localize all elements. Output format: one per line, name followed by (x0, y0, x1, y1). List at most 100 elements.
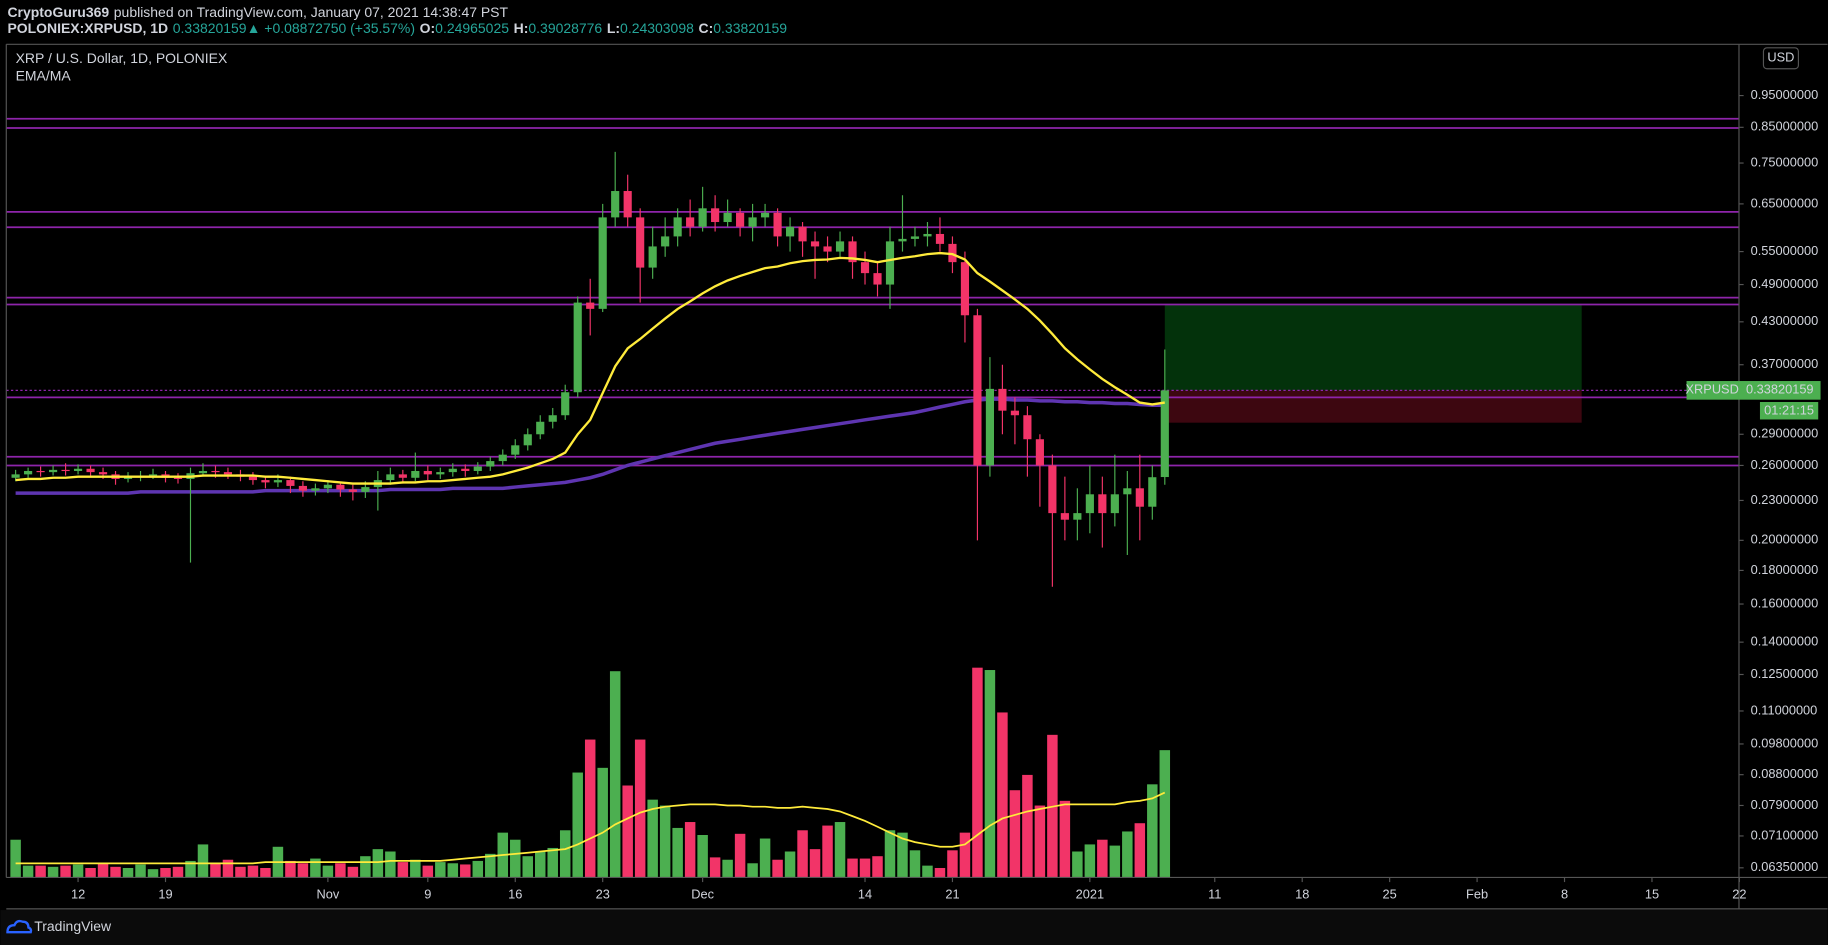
y-tick-label: 0.55000000 (1751, 243, 1819, 258)
y-tick-label: 0.07900000 (1751, 797, 1819, 812)
x-tick-label: 23 (596, 886, 610, 901)
candle-body (273, 480, 283, 483)
candle-body (1035, 439, 1044, 466)
candle-body (1010, 410, 1019, 416)
volume-bar (697, 834, 708, 878)
x-tick-label: 15 (1645, 886, 1659, 901)
candle-body (586, 302, 595, 309)
candle-body (73, 468, 83, 471)
volume-bar (460, 864, 471, 878)
volume-bar (310, 858, 321, 878)
candle-body (1060, 513, 1069, 520)
ema-line (15, 251, 1165, 485)
volume-bar (522, 856, 533, 878)
open-value: 0.24965025 (435, 20, 509, 36)
volume-bar (634, 739, 646, 878)
volume-bar (72, 864, 84, 878)
volume-bar (659, 805, 671, 878)
candle-body (348, 489, 357, 492)
volume-bar (1147, 784, 1158, 878)
candle-body (1073, 513, 1082, 520)
candle-body (960, 262, 970, 316)
y-tick-label: 0.16000000 (1751, 595, 1819, 610)
volume-bar (260, 867, 271, 878)
candle-body (810, 241, 820, 247)
volume-bar (1034, 805, 1046, 878)
volume-bar (60, 865, 71, 878)
volume-bar (372, 849, 384, 878)
volume-bar (22, 865, 34, 878)
candle-body (511, 445, 520, 455)
candle-body (835, 241, 845, 252)
volume-bar (584, 739, 596, 878)
candle-body (1110, 494, 1119, 514)
candle-body (761, 212, 770, 218)
volume-bar (909, 850, 921, 878)
volume-bar (147, 869, 159, 878)
volume-bar (797, 830, 808, 878)
volume-bar (1009, 790, 1021, 878)
candle-body (636, 217, 645, 268)
volume-bar (347, 866, 359, 878)
volume-bar (834, 822, 846, 878)
candle-body (536, 421, 545, 435)
y-tick-label: 0.65000000 (1751, 195, 1819, 210)
price-tag (1738, 381, 1821, 400)
candle-body (698, 208, 707, 227)
volume-bar (984, 670, 996, 878)
volume-bar (559, 830, 571, 878)
candle-body (848, 241, 857, 263)
volume-bar (397, 862, 409, 878)
x-tick-label: Dec (691, 886, 714, 901)
volume-bar (160, 867, 171, 878)
volume-bar (534, 851, 546, 878)
volume-bar (972, 667, 983, 878)
candle-body (461, 468, 470, 471)
volume-bar (1159, 750, 1171, 878)
change: ▲ +0.08872750 (+35.57%) (247, 20, 415, 36)
volume-bar (1134, 823, 1146, 878)
header-line: CryptoGuru369 published on TradingView.co… (7, 4, 508, 20)
candle-body (398, 474, 407, 478)
symbol: POLONIEX:XRPUSD, 1D (7, 20, 168, 36)
currency[interactable]: USD (1767, 50, 1794, 65)
y-tick-label: 0.95000000 (1751, 87, 1819, 102)
volume-bar (747, 863, 758, 878)
volume-bar (297, 863, 309, 878)
high-label: H: (514, 20, 529, 36)
candle-body (486, 461, 495, 467)
last-price: 0.33820159 (173, 20, 247, 36)
candle-body (860, 262, 870, 274)
y-tick-label: 0.14000000 (1751, 634, 1819, 649)
currency-button[interactable] (1762, 47, 1799, 70)
candle-body (998, 388, 1007, 411)
volume-bar (47, 866, 59, 878)
brand: TradingView (34, 918, 112, 934)
footer (0, 910, 1828, 945)
volume-bar (684, 822, 696, 878)
x-tick-label: 14 (858, 886, 872, 901)
volume-bar (784, 851, 796, 878)
x-tick-label: 2021 (1076, 886, 1104, 901)
candle-body (423, 470, 432, 475)
volume-bar (285, 860, 296, 878)
volume-bar (609, 671, 621, 878)
candle-body (573, 302, 582, 393)
volume-bar (809, 849, 821, 878)
candle-body (148, 474, 158, 476)
candle-body (98, 472, 108, 475)
candle-body (598, 217, 607, 309)
candle-body (411, 470, 420, 478)
y-tick-label: 0.29000000 (1751, 426, 1819, 441)
candle-body (1123, 488, 1132, 495)
x-tick-label: 18 (1295, 886, 1309, 901)
candle-body (823, 246, 832, 252)
candle-body (24, 470, 33, 475)
candle-body (898, 238, 907, 242)
open-label: O: (420, 20, 436, 36)
close-label: C: (699, 20, 714, 36)
candle-body (773, 212, 782, 237)
volume-bar (422, 865, 434, 878)
volume-bar (447, 863, 459, 878)
